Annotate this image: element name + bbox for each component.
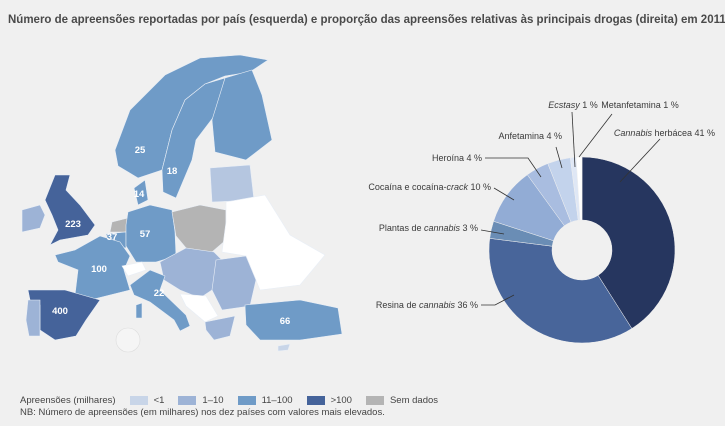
leader-line	[571, 111, 576, 168]
leader-line	[555, 146, 563, 169]
country-finland	[211, 69, 273, 161]
map-label-turkey: 66	[280, 316, 291, 327]
slice-label-part: 10 %	[468, 182, 491, 192]
donut-slice	[488, 238, 633, 344]
europe-map: 25 18 14 223 37 57 100 400 22 66	[21, 54, 343, 353]
leader-line	[578, 113, 613, 158]
donut-slice	[581, 156, 676, 329]
slice-label: Plantas de cannabis 3 %	[379, 223, 478, 233]
slice-label-part: crack	[446, 182, 468, 192]
slice-label-part: Metanfetamina 1 %	[601, 100, 679, 110]
map-label-sweden: 18	[167, 166, 178, 177]
legend-label-11-100: 11–100	[261, 395, 293, 406]
legend-swatch-no-data	[365, 396, 384, 405]
figure-title: Número de apreensões reportadas por país…	[8, 14, 725, 26]
map-label-spain: 400	[52, 306, 68, 317]
country-belarus-ukraine	[221, 194, 326, 291]
country-portugal	[25, 299, 41, 337]
slice-label-part: Cannabis	[614, 128, 653, 138]
country-poland	[171, 204, 227, 253]
slice-label-part: Plantas de	[379, 223, 424, 233]
legend-label-1-10: 1–10	[202, 395, 224, 406]
legend-label-no-data: Sem dados	[389, 395, 439, 406]
country-italy	[129, 269, 191, 332]
slice-label-part: Resina de	[376, 300, 419, 310]
slice-label: Anfetamina 4 %	[498, 131, 562, 141]
slice-label-part: herbácea 41 %	[652, 128, 715, 138]
leader-line	[619, 138, 661, 183]
country-cyprus	[277, 343, 291, 352]
country-denmark	[133, 179, 149, 206]
legend-label-gt100: >100	[330, 395, 352, 406]
map-label-germany: 57	[140, 229, 151, 240]
country-switzerland	[121, 261, 147, 277]
slice-label-part: Cocaína e cocaína-	[368, 182, 446, 192]
country-uk	[44, 174, 96, 246]
map-label-denmark: 14	[134, 189, 145, 200]
slice-label-part: Heroína 4 %	[432, 153, 482, 163]
slice-label-part: 36 %	[455, 300, 478, 310]
slice-label-part: 3 %	[460, 223, 478, 233]
slice-label-part: cannabis	[419, 300, 456, 310]
legend-swatch-11-100	[237, 396, 256, 405]
legend-swatch-gt100	[306, 396, 325, 405]
slice-label-part: cannabis	[424, 223, 461, 233]
map-label-belgium: 37	[107, 232, 118, 243]
country-ireland	[21, 204, 46, 233]
map-label-italy: 22	[154, 288, 165, 299]
slice-label: Heroína 4 %	[432, 153, 482, 163]
leader-line	[481, 294, 515, 306]
slice-label: Cocaína e cocaína-crack 10 %	[368, 182, 491, 192]
country-greece	[204, 315, 236, 341]
slice-label: Ecstasy 1 %	[548, 100, 598, 110]
map-label-france: 100	[91, 264, 107, 275]
slice-label-part: Ecstasy	[548, 100, 580, 110]
legend-swatch-1-10	[178, 396, 197, 405]
map-label-norway: 25	[135, 145, 146, 156]
country-sardinia	[135, 302, 143, 319]
legend-label-lt1: <1	[153, 395, 165, 406]
leader-line	[493, 187, 515, 201]
slice-label: Resina de cannabis 36 %	[376, 300, 478, 310]
country-turkey	[244, 299, 343, 341]
leader-line	[480, 229, 505, 235]
legend-swatch-lt1	[129, 396, 148, 405]
slice-label-part: Anfetamina 4 %	[498, 131, 562, 141]
slice-label: Cannabis herbácea 41 %	[614, 128, 715, 138]
country-malta-inset	[115, 327, 141, 353]
country-france	[54, 235, 131, 301]
country-norway	[114, 54, 269, 179]
leader-line	[485, 157, 542, 178]
footnote: NB: Número de apreensões (em milhares) n…	[20, 407, 385, 418]
legend-title: Apreensões (milhares)	[20, 395, 116, 406]
country-balkans	[179, 293, 219, 323]
legend: Apreensões (milhares) <1 1–10 11–100 >10…	[20, 395, 438, 406]
donut-slice	[575, 156, 583, 221]
slice-label-part: 1 %	[580, 100, 598, 110]
slice-label: Metanfetamina 1 %	[601, 100, 679, 110]
map-label-uk: 223	[65, 219, 81, 230]
